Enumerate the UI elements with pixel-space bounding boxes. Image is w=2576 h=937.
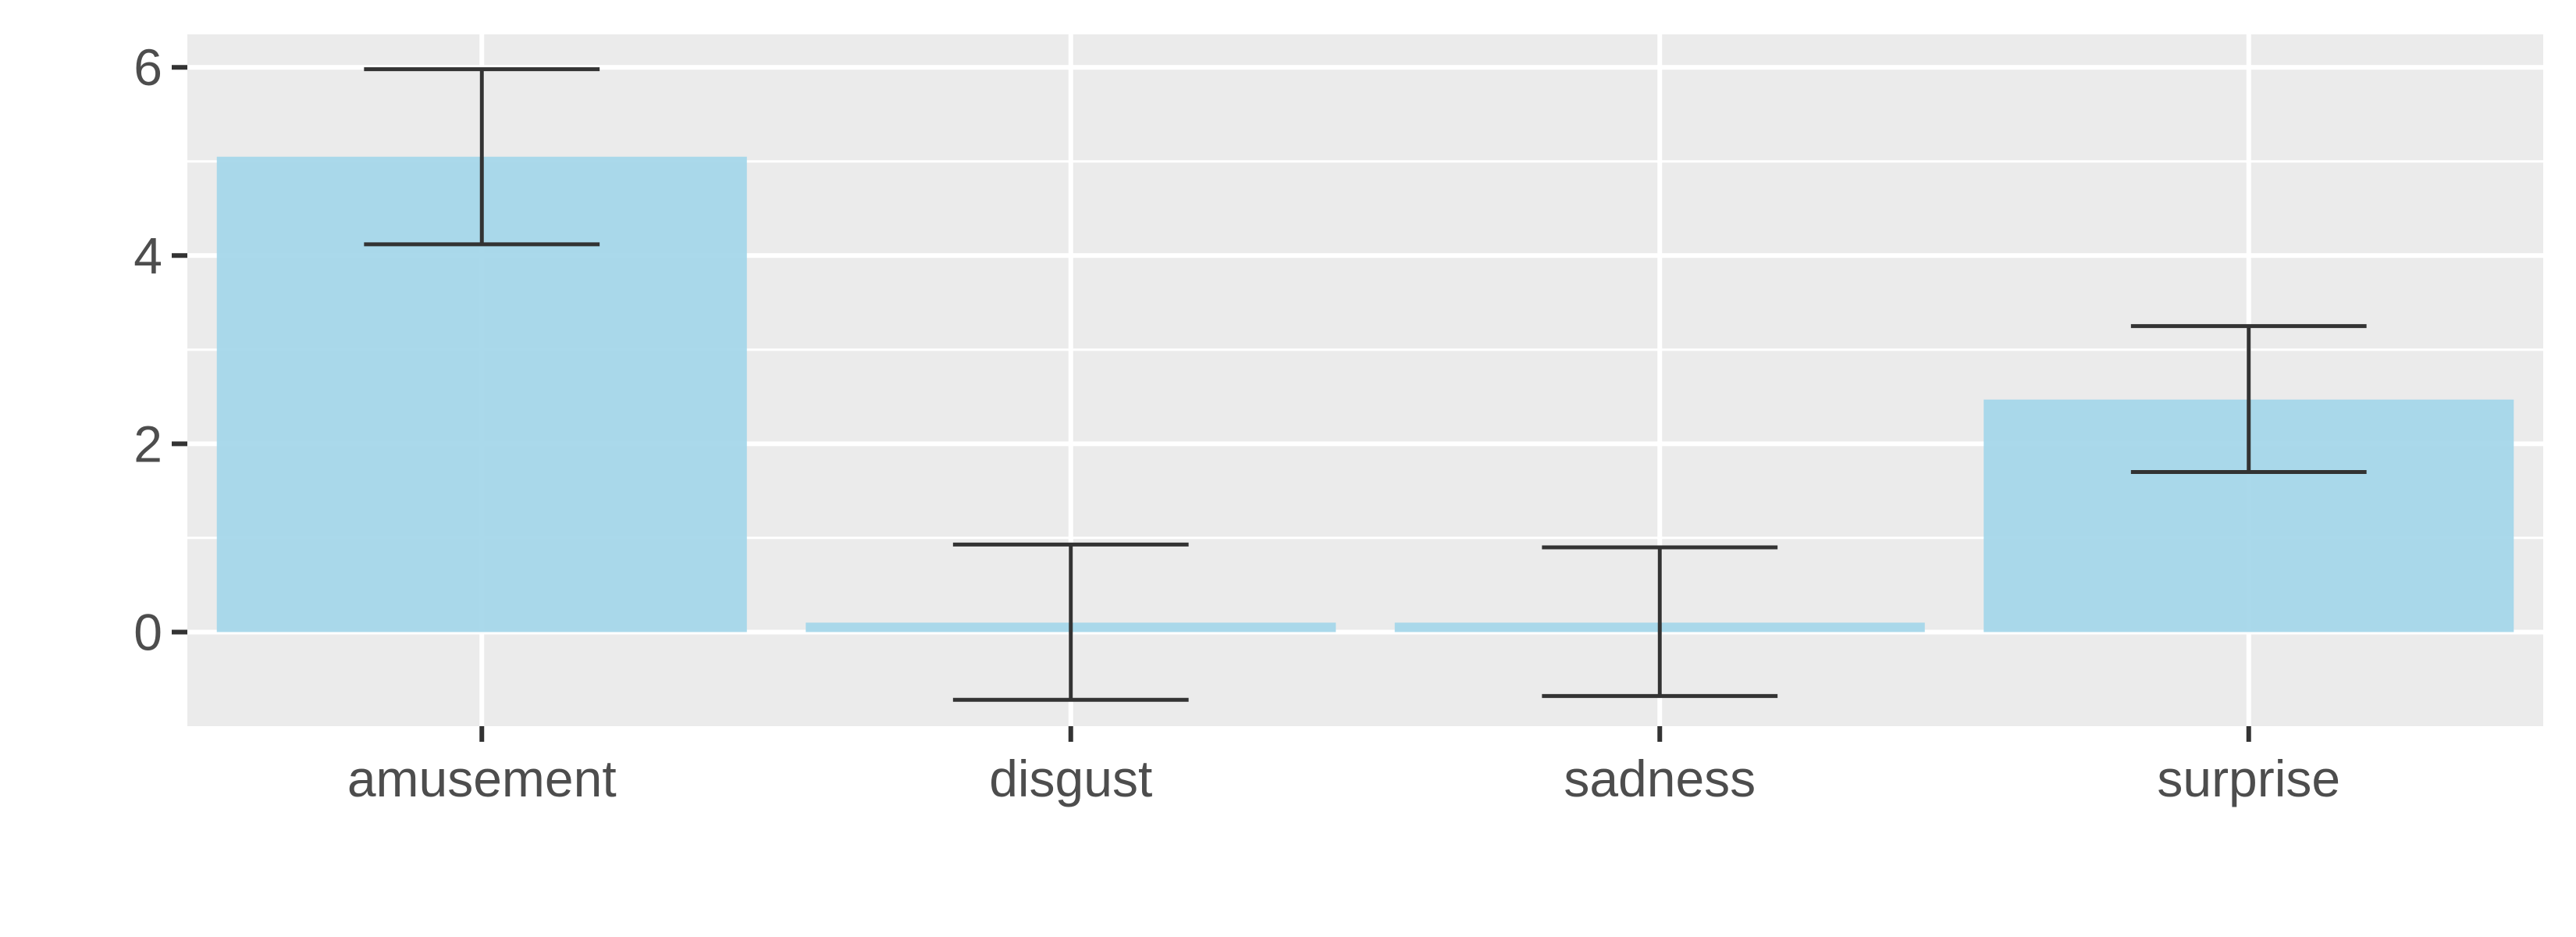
y-tick-label: 2 <box>133 415 162 472</box>
x-tick-label-surprise: surprise <box>2157 750 2340 807</box>
x-tick-label-amusement: amusement <box>347 750 617 807</box>
y-tick-label: 4 <box>133 226 162 284</box>
error-bars <box>364 67 2367 702</box>
y-tick-label: 0 <box>133 603 162 661</box>
x-axis: amusement disgust sadness surprise <box>347 726 2340 807</box>
y-axis: 0 2 4 6 <box>133 38 187 661</box>
x-tick-label-sadness: sadness <box>1564 750 1756 807</box>
x-tick-label-disgust: disgust <box>989 750 1152 807</box>
y-tick-label: 6 <box>133 38 162 96</box>
